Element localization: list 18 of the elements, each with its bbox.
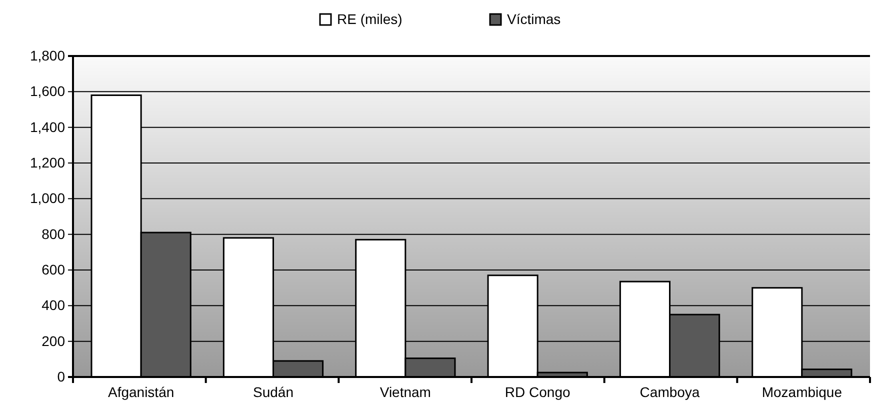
legend-label: RE (miles)	[337, 11, 402, 27]
y-tick-label: 600	[42, 261, 66, 278]
y-tick-label: 1,600	[30, 83, 66, 100]
legend-label: Víctimas	[507, 11, 561, 27]
x-tick-label: Sudán	[253, 384, 294, 400]
y-tick-label: 1,800	[30, 47, 66, 64]
y-tick-label: 1,000	[30, 190, 66, 206]
y-tick-label: 800	[42, 226, 66, 242]
y-tick-label: 1,200	[30, 154, 66, 170]
y-tick-label: 400	[42, 297, 66, 314]
x-tick-label: Camboya	[640, 384, 700, 400]
x-tick-label: Afganistán	[108, 384, 174, 400]
x-tick-label: Vietnam	[380, 384, 431, 400]
x-tick-label: RD Congo	[504, 384, 570, 400]
y-tick-label: 0	[57, 368, 66, 384]
x-tick-label: Mozambique	[762, 384, 842, 400]
y-tick-label: 200	[42, 332, 66, 349]
y-tick-label: 1,400	[30, 118, 66, 135]
